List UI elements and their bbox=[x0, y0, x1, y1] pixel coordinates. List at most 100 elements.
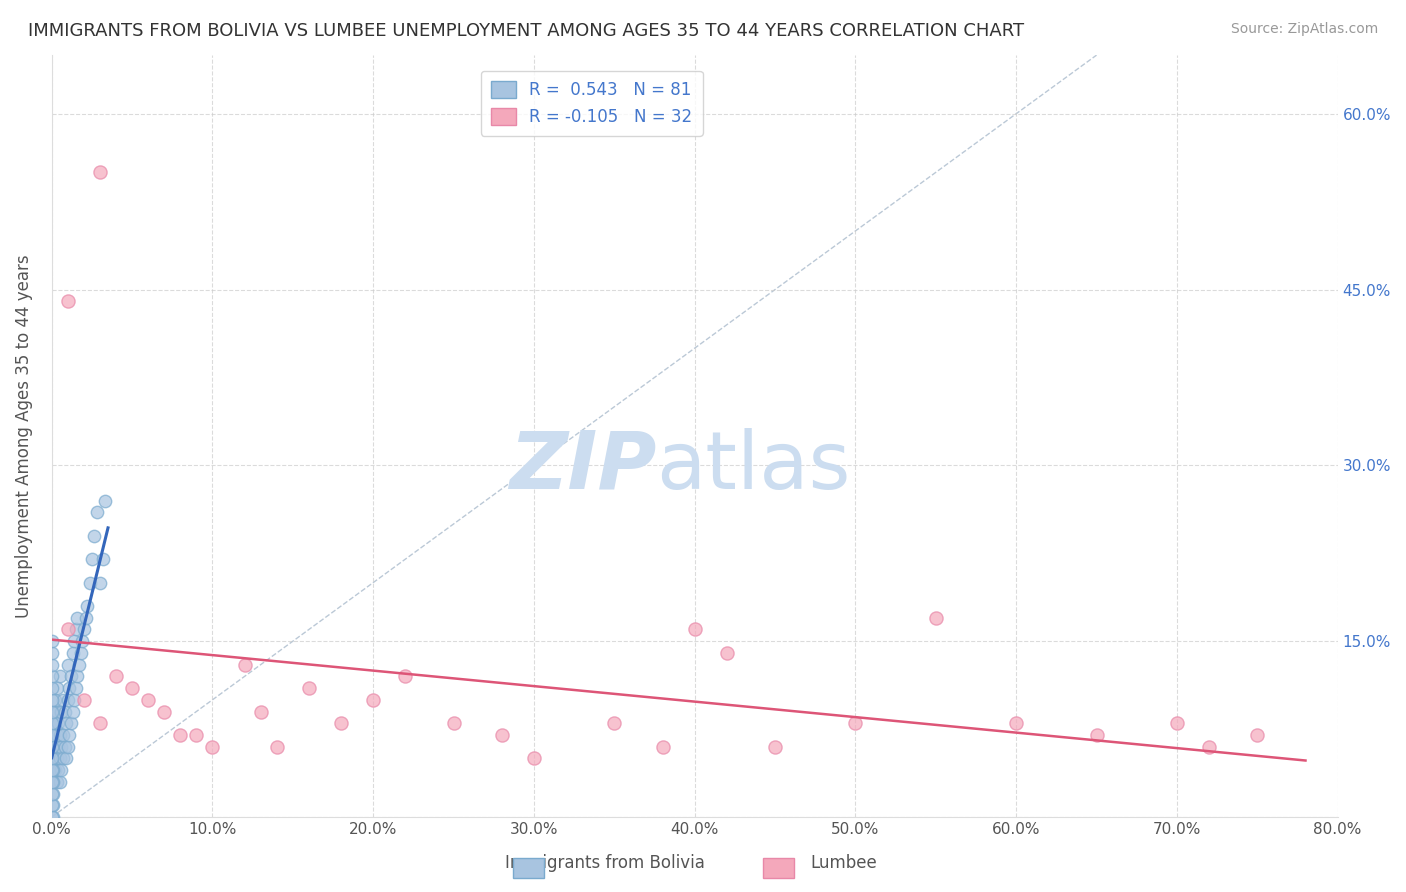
Point bbox=[51, 739, 73, 754]
Point bbox=[80, 552, 103, 566]
Point bbox=[65, 681, 87, 695]
Point bbox=[53, 705, 76, 719]
Point bbox=[62, 705, 84, 719]
Point bbox=[63, 693, 86, 707]
Point bbox=[60, 716, 83, 731]
Point bbox=[361, 693, 384, 707]
Point bbox=[75, 611, 97, 625]
Point bbox=[42, 751, 65, 765]
Point bbox=[62, 646, 84, 660]
Point bbox=[63, 634, 86, 648]
Point bbox=[925, 611, 948, 625]
Text: Lumbee: Lumbee bbox=[810, 855, 877, 872]
Point bbox=[41, 716, 63, 731]
Point bbox=[89, 716, 111, 731]
Point bbox=[42, 763, 65, 777]
Point bbox=[298, 681, 321, 695]
Point bbox=[1005, 716, 1028, 731]
Text: Source: ZipAtlas.com: Source: ZipAtlas.com bbox=[1230, 22, 1378, 37]
Text: atlas: atlas bbox=[657, 427, 851, 506]
Point bbox=[49, 774, 72, 789]
Point bbox=[233, 657, 256, 672]
Point bbox=[41, 728, 63, 742]
Point bbox=[42, 798, 65, 813]
Point bbox=[89, 575, 111, 590]
Legend: R =  0.543   N = 81, R = -0.105   N = 32: R = 0.543 N = 81, R = -0.105 N = 32 bbox=[481, 71, 703, 136]
Point bbox=[91, 552, 114, 566]
Point bbox=[73, 623, 96, 637]
Point bbox=[169, 728, 191, 742]
Point bbox=[42, 787, 65, 801]
Point bbox=[443, 716, 465, 731]
Point bbox=[53, 739, 76, 754]
Point bbox=[330, 716, 353, 731]
Point bbox=[52, 728, 75, 742]
Point bbox=[42, 728, 65, 742]
Point bbox=[49, 751, 72, 765]
Point bbox=[56, 739, 79, 754]
Point bbox=[86, 505, 108, 519]
Point bbox=[58, 728, 80, 742]
Y-axis label: Unemployment Among Ages 35 to 44 years: Unemployment Among Ages 35 to 44 years bbox=[15, 254, 32, 618]
Point bbox=[44, 739, 66, 754]
Point bbox=[1085, 728, 1108, 742]
Point bbox=[56, 693, 79, 707]
Point bbox=[66, 611, 89, 625]
Point bbox=[41, 657, 63, 672]
Point bbox=[1166, 716, 1188, 731]
Point bbox=[83, 529, 105, 543]
Point bbox=[844, 716, 866, 731]
Point bbox=[105, 669, 128, 683]
Point bbox=[51, 763, 73, 777]
Point bbox=[52, 693, 75, 707]
Point bbox=[603, 716, 626, 731]
Point bbox=[46, 763, 69, 777]
Point bbox=[44, 716, 66, 731]
Point bbox=[49, 728, 72, 742]
Point bbox=[491, 728, 513, 742]
Point bbox=[41, 681, 63, 695]
Point bbox=[763, 739, 786, 754]
Point bbox=[52, 751, 75, 765]
Point bbox=[89, 165, 111, 179]
Text: Immigrants from Bolivia: Immigrants from Bolivia bbox=[505, 855, 704, 872]
Point bbox=[60, 669, 83, 683]
Point bbox=[41, 646, 63, 660]
Point bbox=[45, 681, 67, 695]
Point bbox=[41, 798, 63, 813]
Point bbox=[41, 739, 63, 754]
Text: IMMIGRANTS FROM BOLIVIA VS LUMBEE UNEMPLOYMENT AMONG AGES 35 TO 44 YEARS CORRELA: IMMIGRANTS FROM BOLIVIA VS LUMBEE UNEMPL… bbox=[28, 22, 1024, 40]
Point bbox=[55, 716, 77, 731]
Point bbox=[41, 669, 63, 683]
Point bbox=[73, 693, 96, 707]
Point bbox=[716, 646, 738, 660]
Point bbox=[76, 599, 98, 613]
Point bbox=[42, 739, 65, 754]
Point bbox=[56, 657, 79, 672]
Point bbox=[41, 634, 63, 648]
Point bbox=[94, 493, 117, 508]
Point bbox=[44, 763, 66, 777]
Point bbox=[49, 669, 72, 683]
Point bbox=[46, 716, 69, 731]
Point bbox=[201, 739, 224, 754]
Point bbox=[44, 693, 66, 707]
Point bbox=[41, 751, 63, 765]
Point bbox=[186, 728, 208, 742]
Point bbox=[266, 739, 288, 754]
Point bbox=[65, 623, 87, 637]
Point bbox=[42, 810, 65, 824]
Point bbox=[51, 705, 73, 719]
Point bbox=[44, 751, 66, 765]
Point bbox=[1198, 739, 1220, 754]
Point bbox=[56, 623, 79, 637]
Point bbox=[41, 774, 63, 789]
Point bbox=[121, 681, 143, 695]
Text: ZIP: ZIP bbox=[509, 427, 657, 506]
Point bbox=[41, 787, 63, 801]
Point bbox=[46, 739, 69, 754]
Point bbox=[42, 774, 65, 789]
Point bbox=[394, 669, 416, 683]
Point bbox=[42, 716, 65, 731]
Point bbox=[55, 751, 77, 765]
